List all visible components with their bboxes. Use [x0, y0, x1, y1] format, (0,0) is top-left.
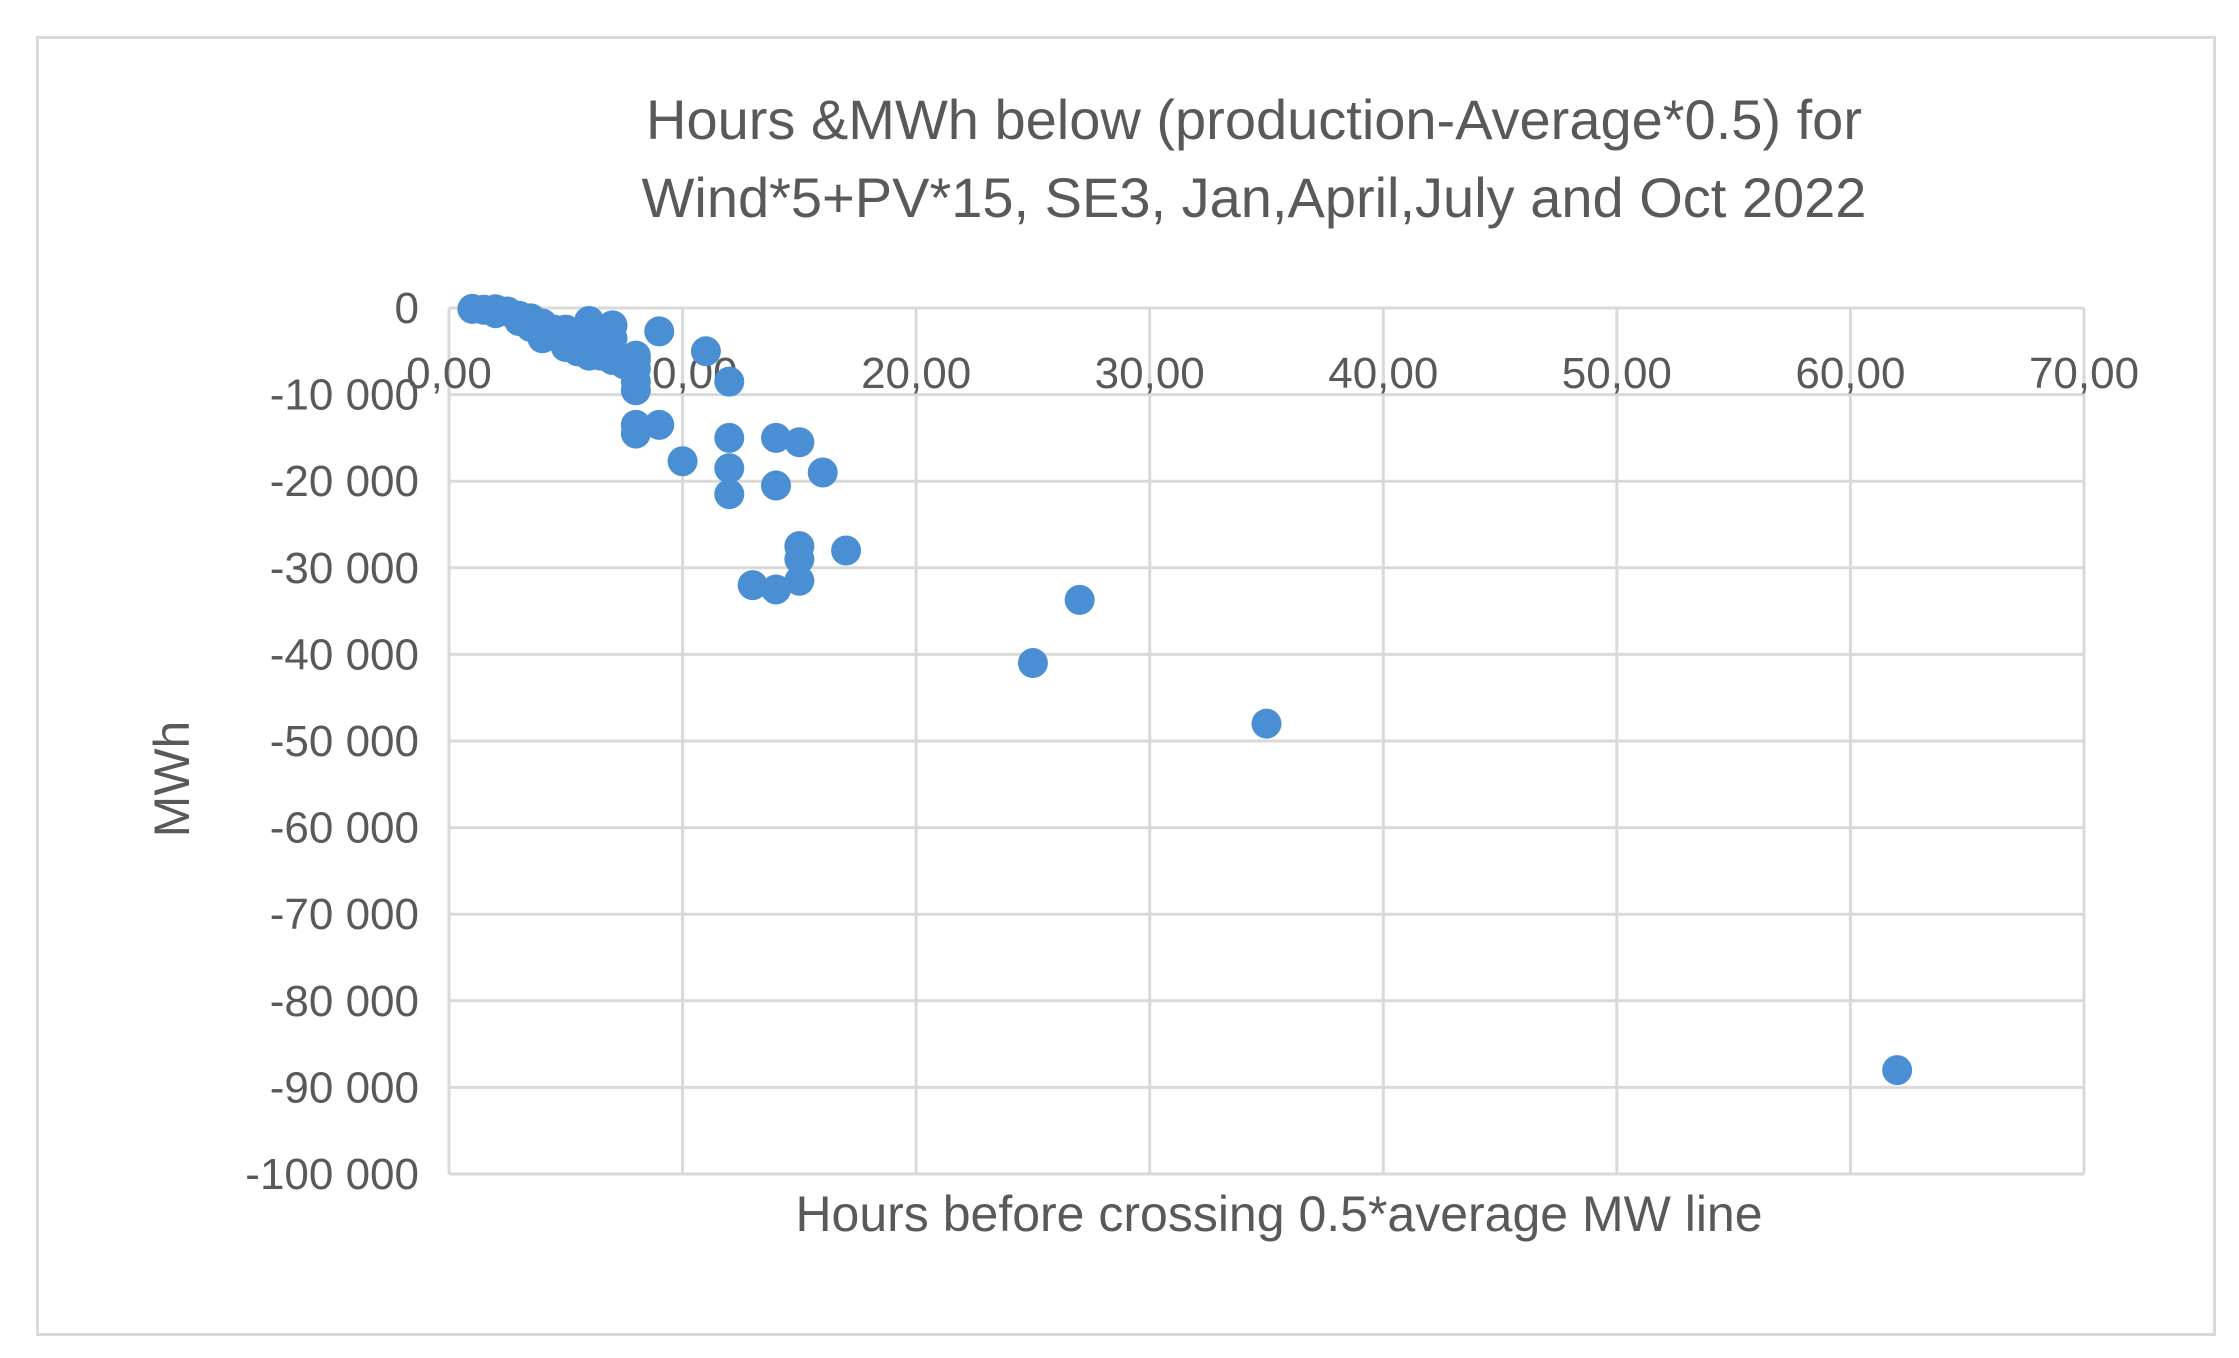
y-tick-label: -20 000: [270, 457, 419, 506]
x-axis-title: Hours before crossing 0.5*average MW lin…: [795, 1186, 1762, 1242]
data-point: [807, 457, 838, 488]
data-point: [1882, 1055, 1913, 1086]
chart-title-line-2: Wind*5+PV*15, SE3, Jan,April,July and Oc…: [642, 166, 1867, 229]
y-tick-label: -10 000: [270, 371, 419, 420]
y-tick-label: -50 000: [270, 717, 419, 766]
data-point: [714, 422, 745, 453]
data-point: [761, 470, 791, 501]
data-point: [644, 316, 675, 347]
y-tick-label: -60 000: [270, 804, 419, 853]
data-point: [1064, 584, 1095, 615]
data-point: [644, 409, 675, 440]
data-point: [1251, 708, 1282, 739]
data-point: [620, 375, 651, 406]
x-tick-label: 0,00: [406, 349, 492, 398]
y-axis-tick-labels: 0 -10 000 -20 000 -30 000 -40 000 -50 000 -60 …: [245, 284, 419, 1199]
x-tick-label: 40,00: [1328, 349, 1438, 398]
data-point: [667, 446, 698, 477]
gridlines: [447, 306, 2086, 1176]
data-point: [784, 427, 815, 458]
y-tick-label: -100 000: [245, 1150, 419, 1199]
chart-frame: Hours &MWh below (production-Average*0.5…: [36, 36, 2216, 1336]
scatter-chart: Hours &MWh below (production-Average*0.5…: [144, 88, 2139, 1242]
y-tick-label: -90 000: [270, 1063, 419, 1112]
y-axis-title: MWh: [144, 721, 200, 838]
data-point: [831, 535, 862, 566]
data-point: [690, 336, 721, 367]
y-tick-label: 0: [395, 284, 419, 333]
y-tick-label: -70 000: [270, 890, 419, 939]
x-tick-label: 20,00: [861, 349, 971, 398]
data-point: [620, 418, 651, 449]
data-points: [457, 293, 1913, 1086]
x-axis-tick-labels: 0,00 10,00 20,00 30,00 40,00 50,00 60,00 70,00: [406, 349, 2139, 398]
y-tick-label: -30 000: [270, 544, 419, 593]
data-point: [784, 544, 815, 575]
data-point: [714, 479, 745, 510]
x-tick-label: 70,00: [2029, 349, 2139, 398]
data-point: [714, 453, 745, 484]
data-point: [714, 366, 745, 397]
x-tick-label: 60,00: [1795, 349, 1905, 398]
y-tick-label: -80 000: [270, 977, 419, 1026]
data-point: [761, 574, 791, 605]
data-point: [784, 565, 815, 596]
y-tick-label: -40 000: [270, 630, 419, 679]
data-point: [1017, 648, 1048, 679]
data-point: [761, 422, 791, 453]
data-point: [737, 570, 768, 601]
x-tick-label: 50,00: [1562, 349, 1672, 398]
x-tick-label: 30,00: [1095, 349, 1205, 398]
chart-title-line-1: Hours &MWh below (production-Average*0.5…: [646, 88, 1862, 151]
